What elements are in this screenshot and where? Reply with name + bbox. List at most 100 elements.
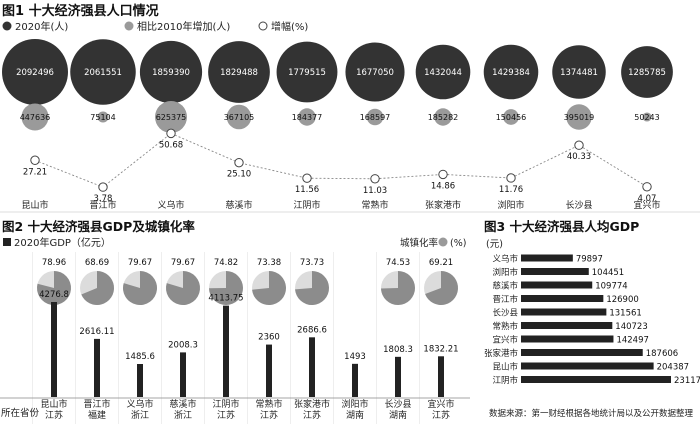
legend-label-growth: 增幅(%): [271, 20, 308, 33]
urbanization-pie-slice: [36, 271, 71, 305]
population-bubble: [276, 41, 338, 103]
growth-point: [30, 155, 40, 165]
fig1-category-label: 长沙县: [565, 199, 592, 211]
fig2-category-label: 张家港市: [294, 398, 330, 410]
urbanization-pie-slice: [252, 271, 287, 305]
per-capita-value: 231173: [674, 376, 700, 386]
gdp-value: 1493: [344, 352, 366, 362]
gdp-bar: [309, 337, 315, 397]
growth-point: [302, 173, 312, 183]
urbanization-value: 79.67: [128, 258, 152, 268]
population-value: 1374481: [560, 68, 598, 78]
increase-bubble: [226, 104, 252, 130]
growth-point: [370, 174, 380, 184]
fig2-category-label: 浏阳市: [341, 398, 368, 410]
fig1-category-label: 义乌市: [157, 199, 184, 211]
per-capita-value: 131561: [609, 309, 641, 319]
increase-value: 395019: [564, 113, 595, 122]
province-value: 江苏: [260, 409, 278, 421]
urbanization-value: 74.53: [386, 258, 410, 268]
legend-marker-growth: [258, 21, 268, 31]
increase-value: 168597: [360, 113, 391, 122]
growth-point: [438, 169, 448, 180]
province-value: 福建: [88, 409, 106, 421]
fig1-legend: 2020年(人) 相比2010年增加(人) 增幅(%): [2, 20, 308, 33]
urbanization-value: 78.96: [42, 258, 66, 268]
gdp-value: 1485.6: [125, 352, 155, 362]
growth-point: [98, 182, 108, 192]
fig1-title: 图1 十大经济强县人口情况: [2, 3, 159, 19]
growth-value: 11.03: [363, 186, 387, 196]
population-bubble: [70, 39, 136, 105]
gdp-bar: [51, 302, 57, 397]
gdp-bar: [266, 344, 272, 397]
fig3-category-label: 江阴市: [492, 375, 518, 386]
per-capita-bars: 义乌市 79897 浏阳市 104451 慈溪市 109774 晋江市 126900 长沙县 13…: [484, 254, 700, 387]
growth-value: 27.21: [23, 167, 47, 177]
increase-bubble: [503, 109, 519, 125]
growth-polyline: [34, 132, 648, 188]
province-value: 江苏: [303, 409, 321, 421]
province-value: 江苏: [217, 409, 235, 421]
increase-value: 447636: [20, 113, 51, 122]
per-capita-bar: [521, 362, 654, 370]
fig2-category-label: 江阴市: [212, 398, 239, 410]
fig1-category-label: 宜兴市: [633, 199, 660, 211]
legend-marker-gdp: [3, 238, 11, 246]
growth-point: [574, 140, 584, 150]
population-bubble: [415, 44, 471, 100]
per-capita-value: 126900: [606, 295, 638, 305]
population-bubble: [552, 45, 606, 99]
fig3-category-label: 义乌市: [492, 254, 518, 265]
legend-label-gdp: 2020年GDP（亿元）: [14, 236, 111, 249]
growth-value: 11.56: [295, 185, 319, 195]
gdp-value: 4276.8: [39, 290, 69, 300]
fig1-category-labels: 昆山市 晋江市 义乌市 慈溪市 江阴市 常熟市 张家港市 浏阳市 长沙县 宜兴市: [21, 199, 660, 211]
growth-value: 3.78: [94, 194, 113, 204]
population-value: 2092496: [16, 68, 54, 78]
increase-bubble: [566, 104, 592, 130]
fig3-category-label: 昆山市: [492, 362, 518, 373]
fig2-category-label: 长沙县: [384, 398, 411, 410]
gdp-value: 1808.3: [383, 345, 413, 355]
legend-label-urban-unit: (%): [450, 238, 466, 249]
gdp-value: 4113.75: [208, 294, 243, 304]
urbanization-pie-slice: [123, 271, 158, 306]
population-bubble: [621, 46, 673, 98]
fig2-category-label: 常熟市: [255, 398, 282, 410]
increase-bubbles: 447636 75104 625375 367105 184377 168597 18528…: [20, 101, 660, 133]
growth-point: [642, 182, 652, 192]
fig2-category-label: 义乌市: [126, 398, 153, 410]
per-capita-bar: [521, 376, 671, 383]
increase-value: 184377: [292, 113, 323, 122]
increase-bubble: [642, 112, 652, 122]
growth-value: 11.76: [499, 185, 523, 195]
fig1-category-label: 浏阳市: [497, 199, 524, 211]
province-value: 湖南: [389, 409, 407, 421]
population-value: 1859390: [152, 68, 190, 78]
fig2: 图2 十大经济强县GDP及城镇化率 2020年GDP（亿元） 城镇化率 (%) …: [0, 219, 470, 424]
population-value: 1432044: [424, 68, 462, 78]
fig2-category-label: 昆山市: [40, 398, 67, 410]
population-value: 1285785: [628, 68, 666, 78]
per-capita-value: 187606: [646, 349, 678, 359]
increase-value: 150456: [496, 113, 527, 122]
increase-value: 367105: [224, 113, 255, 122]
population-value: 1779515: [288, 68, 326, 78]
legend-label-urban: 城镇化率: [400, 237, 439, 249]
growth-value: 50.68: [159, 140, 183, 150]
population-bubble: [2, 39, 68, 105]
fig3-unit: (元): [486, 239, 503, 250]
fig3-category-label: 长沙县: [492, 308, 518, 319]
urbanization-pie-slice: [295, 271, 329, 305]
growth-point: [166, 128, 176, 139]
fig1: 图1 十大经济强县人口情况 2020年(人) 相比2010年增加(人) 增幅(%…: [2, 3, 673, 211]
gdp-bar: [352, 363, 358, 397]
urbanization-value: 73.73: [300, 258, 324, 268]
province-value: 浙江: [131, 409, 149, 421]
fig1-category-label: 慈溪市: [225, 199, 252, 211]
population-value: 1677050: [356, 68, 394, 78]
population-bubbles: 2092496 2061551 1859390 1829488 1779515 16770…: [2, 39, 673, 105]
province-label: 所在省份: [1, 407, 40, 419]
